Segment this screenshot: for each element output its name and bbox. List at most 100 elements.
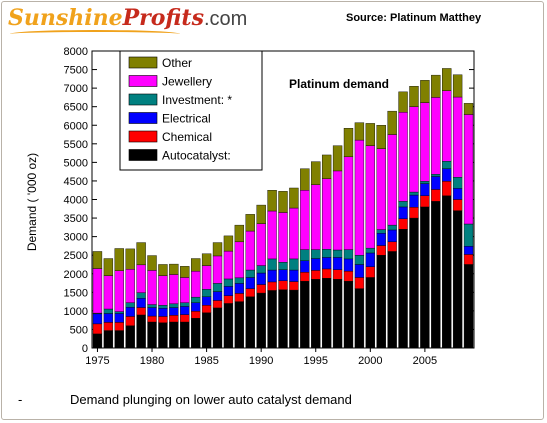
bar-autocatalyst-2006 (431, 201, 441, 349)
legend-swatch (128, 93, 158, 106)
bar-other-1998 (343, 128, 354, 158)
bar-investment-1989 (245, 269, 255, 278)
bar-investment-1979 (136, 292, 146, 299)
bar-electrical-1978 (125, 306, 135, 317)
bar-other-1993 (289, 187, 299, 209)
y-tick-label: 1500 (64, 287, 88, 299)
bar-autocatalyst-1977 (114, 330, 124, 349)
logo-swoosh-icon (10, 30, 180, 38)
bar-investment-1984 (191, 296, 201, 303)
bar-autocatalyst-2000 (365, 277, 375, 349)
bar-autocatalyst-2005 (420, 206, 430, 349)
bar-chemical-1976 (103, 322, 114, 331)
bar-electrical-1979 (136, 298, 146, 308)
bar-autocatalyst-1978 (125, 325, 135, 349)
bar-electrical-2009 (463, 246, 474, 255)
bar-chemical-1977 (114, 322, 124, 331)
bar-chemical-2002 (387, 241, 397, 252)
bar-electrical-1997 (332, 257, 343, 270)
bar-jewellery-1988 (234, 241, 245, 279)
bar-investment-2008 (452, 177, 463, 189)
bar-other-1987 (223, 235, 234, 252)
bar-chemical-1994 (300, 272, 310, 282)
bar-jewellery-2002 (387, 134, 397, 226)
bar-autocatalyst-2003 (398, 228, 408, 349)
bar-autocatalyst-1993 (289, 289, 299, 349)
bar-other-1978 (125, 248, 135, 270)
bar-jewellery-1995 (311, 184, 321, 250)
bar-jewellery-2009 (463, 114, 474, 225)
bar-autocatalyst-1981 (158, 322, 168, 349)
bar-autocatalyst-1984 (191, 318, 201, 349)
x-tick-label: 1985 (194, 355, 218, 367)
bar-other-2007 (442, 68, 452, 91)
y-axis-label: Demand ( '000 oz) (25, 153, 39, 251)
bar-investment-1985 (201, 289, 212, 297)
bar-electrical-2007 (442, 168, 452, 182)
bar-jewellery-2007 (442, 90, 452, 162)
y-tick-label: 5500 (64, 139, 88, 151)
bar-jewellery-2003 (398, 112, 408, 202)
bar-investment-2003 (398, 201, 408, 208)
bar-chemical-1995 (311, 270, 321, 280)
bar-jewellery-1982 (169, 274, 179, 305)
bar-other-2004 (409, 86, 419, 107)
bar-other-1992 (278, 191, 288, 213)
bar-autocatalyst-1992 (278, 289, 288, 349)
bar-other-2003 (398, 91, 408, 113)
bar-chemical-1988 (234, 293, 245, 302)
bar-chemical-2007 (442, 181, 452, 196)
bar-chemical-1986 (212, 300, 223, 309)
bar-autocatalyst-1988 (234, 301, 245, 349)
y-tick-label: 3000 (64, 232, 88, 244)
bar-investment-2002 (387, 224, 397, 231)
legend-label: Investment: * (162, 93, 232, 107)
y-tick-label: 2000 (64, 269, 88, 281)
bar-chemical-1987 (223, 295, 234, 304)
bar-jewellery-1999 (354, 139, 365, 256)
bar-autocatalyst-1979 (136, 314, 146, 349)
bar-jewellery-1994 (300, 190, 310, 250)
bar-jewellery-1985 (201, 265, 212, 290)
bar-jewellery-1998 (343, 156, 354, 250)
bar-investment-1986 (212, 283, 223, 292)
bar-electrical-1994 (300, 260, 310, 273)
bar-other-2006 (431, 74, 441, 98)
bar-electrical-2005 (420, 183, 430, 196)
legend-swatch (128, 75, 158, 87)
bar-chemical-1996 (321, 268, 332, 279)
logo-domain: .com (203, 8, 248, 30)
y-tick-label: 6500 (64, 102, 88, 114)
bar-chemical-2008 (452, 199, 463, 211)
bar-chemical-1991 (267, 281, 277, 291)
bar-electrical-1991 (267, 269, 277, 283)
y-tick-label: 1000 (64, 306, 88, 318)
bar-electrical-2002 (387, 229, 397, 243)
logo-sunshine: Sunshine (8, 5, 123, 31)
bar-other-1991 (267, 190, 277, 212)
bar-investment-1993 (289, 258, 299, 271)
y-tick-label: 7500 (64, 65, 88, 77)
bar-electrical-1996 (321, 257, 332, 270)
site-logo[interactable]: SunshineProfits.com (8, 3, 247, 33)
bar-jewellery-1987 (223, 250, 234, 280)
bar-chemical-1978 (125, 316, 135, 326)
x-tick-label: 1975 (85, 355, 109, 367)
bar-autocatalyst-2007 (442, 195, 452, 349)
bar-investment-1999 (354, 254, 365, 265)
bar-autocatalyst-1982 (169, 321, 179, 349)
bar-chemical-1990 (256, 284, 266, 294)
bar-other-1997 (332, 145, 343, 172)
bar-chemical-1975 (92, 323, 103, 335)
bar-jewellery-1992 (278, 212, 288, 263)
bar-autocatalyst-1989 (245, 296, 255, 349)
bar-investment-2001 (376, 229, 386, 234)
bar-electrical-2003 (398, 206, 408, 220)
bar-other-1999 (354, 122, 365, 141)
bar-investment-2005 (420, 181, 430, 184)
bar-chemical-2006 (431, 189, 441, 202)
bar-autocatalyst-1996 (321, 278, 332, 349)
bar-jewellery-1991 (267, 210, 277, 260)
bar-other-1986 (212, 242, 223, 257)
bar-investment-2009 (463, 223, 474, 247)
